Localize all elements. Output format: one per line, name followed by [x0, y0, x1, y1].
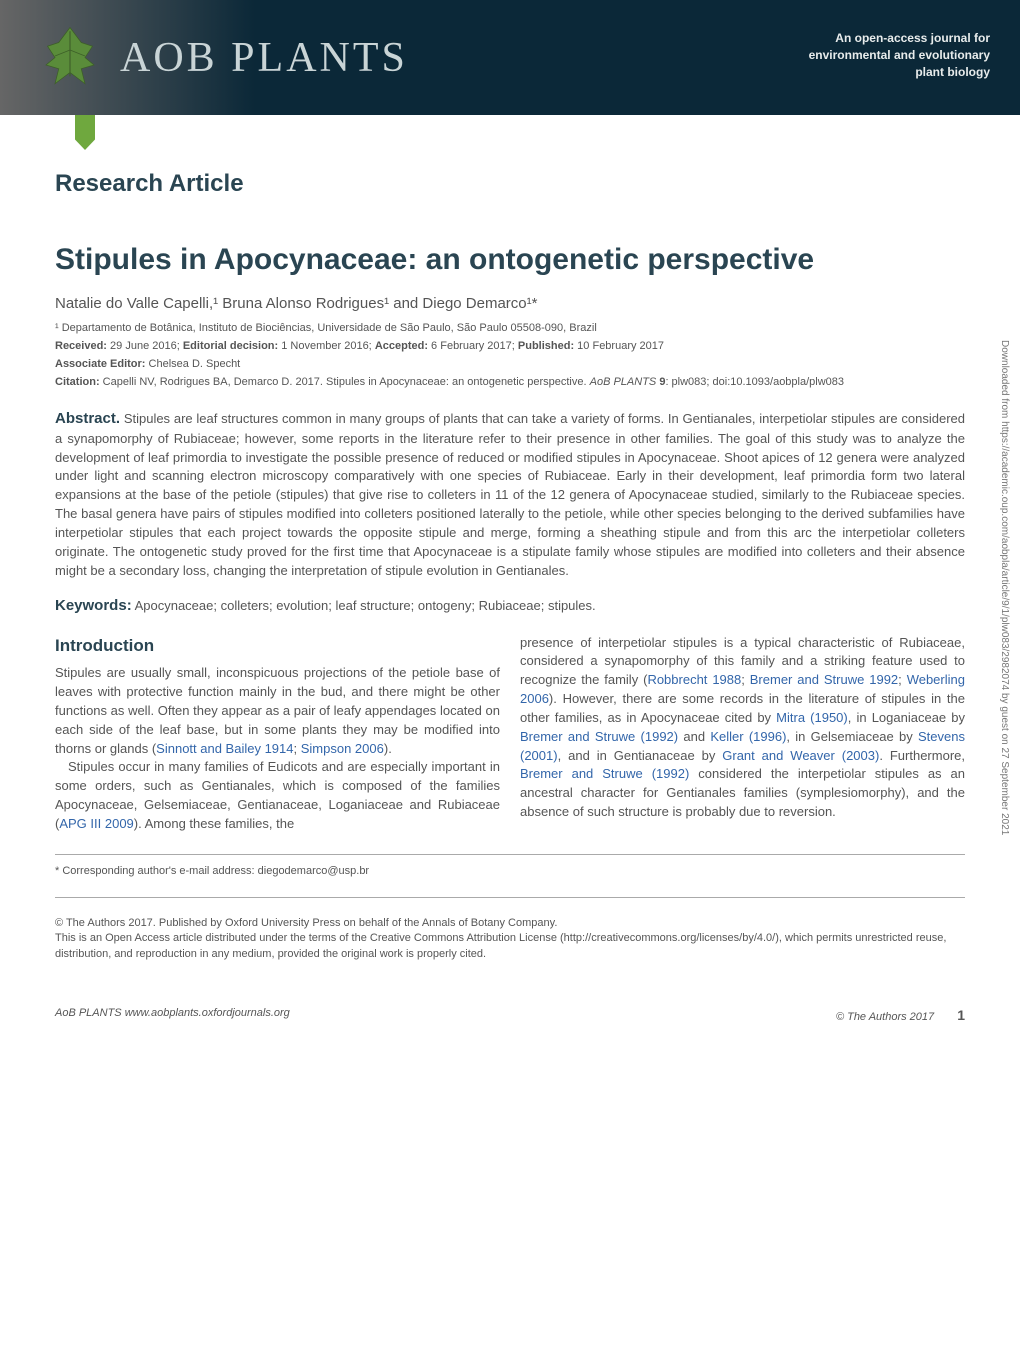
intro-paragraph-1: Stipules are usually small, inconspicuou… [55, 664, 500, 758]
tagline: An open-access journal for environmental… [809, 30, 990, 80]
footer-right: © The Authors 2017 1 [836, 1007, 965, 1023]
intro-heading: Introduction [55, 634, 500, 659]
keywords-line: Keywords: Apocynaceae; colleters; evolut… [55, 597, 965, 614]
separator [55, 897, 965, 898]
dates-line: Received: 29 June 2016; Editorial decisi… [55, 340, 965, 352]
ref-link[interactable]: Bremer and Struwe (1992) [520, 729, 678, 744]
body-columns: Introduction Stipules are usually small,… [55, 634, 965, 834]
license-line1: © The Authors 2017. Published by Oxford … [55, 916, 965, 931]
ref-link[interactable]: APG III 2009 [59, 816, 133, 831]
article-title: Stipules in Apocynaceae: an ontogenetic … [55, 243, 965, 277]
license-line2: This is an Open Access article distribut… [55, 931, 965, 962]
abstract-label: Abstract. [55, 410, 120, 427]
citation-line: Citation: Capelli NV, Rodrigues BA, Dema… [55, 376, 965, 388]
abstract: Abstract. Stipules are leaf structures c… [55, 408, 965, 581]
page-footer: AoB PLANTS www.aobplants.oxfordjournals.… [0, 992, 1020, 1043]
tagline-line1: An open-access journal for [835, 31, 990, 45]
page-number: 1 [957, 1007, 965, 1023]
intro-paragraph-3: presence of interpetiolar stipules is a … [520, 634, 965, 822]
journal-header: AOB PLANTS An open-access journal for en… [0, 0, 1020, 115]
editor-line: Associate Editor: Chelsea D. Specht [55, 358, 965, 370]
left-column: Introduction Stipules are usually small,… [55, 634, 500, 834]
ref-link[interactable]: Mitra (1950) [776, 710, 848, 725]
authors-line: Natalie do Valle Capelli,¹ Bruna Alonso … [55, 295, 965, 312]
license-block: © The Authors 2017. Published by Oxford … [55, 916, 965, 962]
leaf-icon [30, 20, 110, 95]
ref-link[interactable]: Bremer and Struwe (1992) [520, 766, 689, 781]
ref-link[interactable]: Robbrecht 1988 [647, 672, 741, 687]
footer-left: AoB PLANTS www.aobplants.oxfordjournals.… [55, 1007, 290, 1023]
abstract-text: Stipules are leaf structures common in m… [55, 411, 965, 578]
intro-paragraph-2: Stipules occur in many families of Eudic… [55, 758, 500, 833]
keywords-label: Keywords: [55, 597, 132, 614]
tagline-line2: environmental and evolutionary [809, 48, 990, 62]
ribbon-tag [75, 115, 95, 150]
article-content: Research Article Stipules in Apocynaceae… [0, 170, 1020, 992]
tagline-line3: plant biology [915, 65, 990, 79]
page: AOB PLANTS An open-access journal for en… [0, 0, 1020, 1043]
download-attribution: Downloaded from https://academic.oup.com… [999, 340, 1010, 835]
ref-link[interactable]: Grant and Weaver (2003) [722, 748, 879, 763]
ref-link[interactable]: Keller (1996) [710, 729, 786, 744]
ref-link[interactable]: Weberling 2006 [520, 672, 965, 706]
separator [55, 854, 965, 855]
keywords-text: Apocynaceae; colleters; evolution; leaf … [135, 598, 596, 613]
section-label: Research Article [55, 170, 965, 198]
corresponding-author: * Corresponding author's e-mail address:… [55, 865, 965, 877]
journal-title: AOB PLANTS [120, 34, 408, 82]
ref-link[interactable]: Bremer and Struwe 1992 [750, 672, 898, 687]
ref-link[interactable]: Simpson 2006 [301, 741, 384, 756]
ref-link[interactable]: Sinnott and Bailey 1914 [156, 741, 293, 756]
affiliation: ¹ Departamento de Botânica, Instituto de… [55, 322, 965, 334]
right-column: presence of interpetiolar stipules is a … [520, 634, 965, 834]
